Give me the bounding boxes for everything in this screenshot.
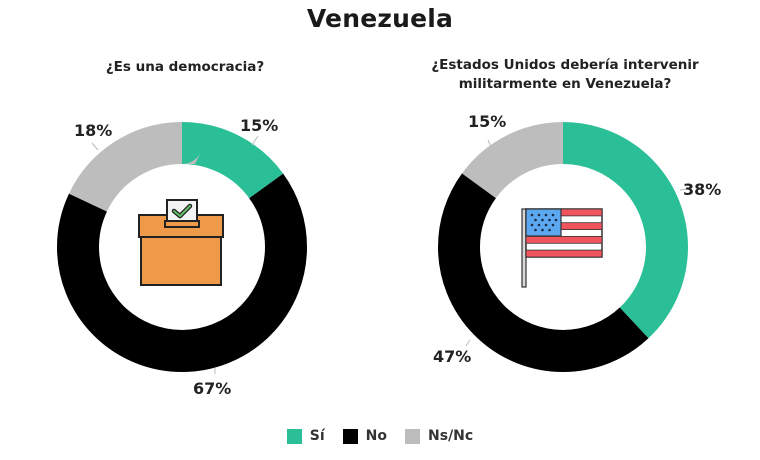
label-no-right: 47% [433, 347, 471, 366]
slice-nsnc-right [438, 122, 688, 372]
slice-nsnc-left [57, 122, 307, 372]
donut-right: 38% 15% 47% [433, 112, 721, 372]
legend-item-nsnc: Ns/Nc [405, 428, 473, 444]
label-si-left: 15% [240, 116, 278, 135]
chart-left-question: ¿Es una democracia? [105, 59, 265, 75]
ballot-box-icon [138, 199, 224, 286]
donut-left: 15% 18% 67% [57, 116, 307, 398]
chart-right-question-line1: ¿Estados Unidos debería intervenir [431, 57, 699, 73]
label-si-right: 38% [683, 180, 721, 199]
legend-label-si: Sí [309, 428, 325, 444]
legend-swatch-no [342, 428, 358, 444]
label-nsnc-left: 18% [74, 121, 112, 140]
label-nsnc-right: 15% [468, 112, 506, 131]
label-no-left: 67% [193, 379, 231, 398]
page-title: Venezuela [306, 4, 454, 33]
legend-item-no: No [342, 428, 388, 444]
us-flag-icon [521, 208, 603, 288]
slice-no-right [438, 122, 688, 372]
legend-label-nsnc: Ns/Nc [428, 428, 474, 444]
legend-swatch-nsnc [405, 428, 421, 444]
chart-right-question-line2: militarmente en Venezuela? [458, 76, 672, 92]
legend-label-no: No [365, 428, 388, 444]
chart-right-question: ¿Estados Unidos debería intervenir milit… [400, 56, 730, 94]
slice-no-left [57, 122, 307, 372]
legend-swatch-si [286, 428, 302, 444]
legend-item-si: Sí [286, 428, 325, 444]
legend: Sí No Ns/Nc [0, 428, 760, 444]
